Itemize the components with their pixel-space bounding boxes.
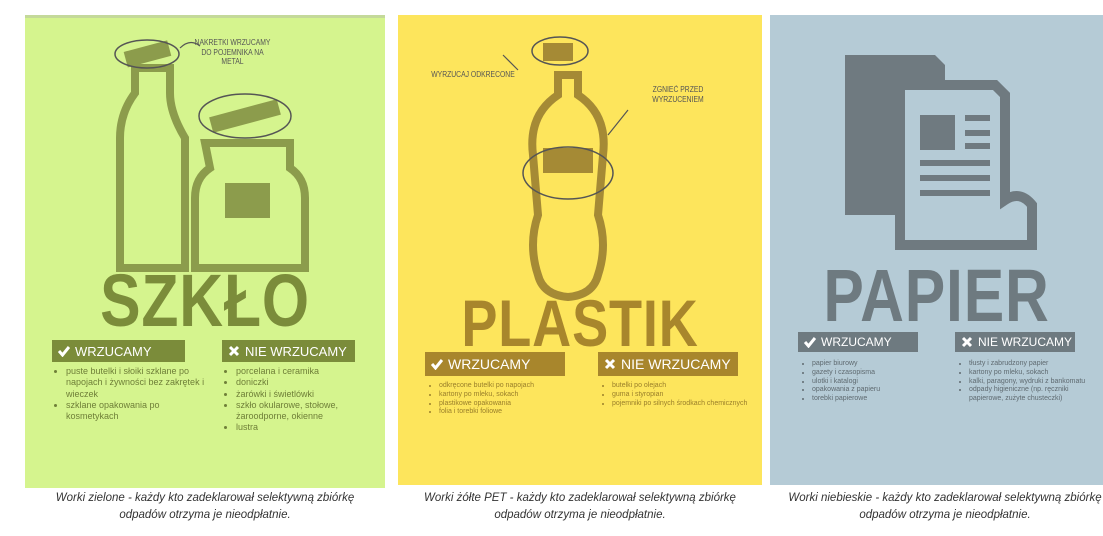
no-header: NIE WRZUCAMY xyxy=(955,332,1075,352)
list-item: odpady higieniczne (np. ręczniki papiero… xyxy=(969,386,1099,404)
list-item: szkło okularowe, stołowe, żaroodporne, o… xyxy=(236,400,381,423)
list-item: opakowania z papieru xyxy=(812,386,942,395)
list-item: kalki, paragony, wydruki z bankomatu xyxy=(969,378,1099,387)
header-text: WRZUCAMY xyxy=(75,344,152,359)
caption: Worki zielone - każdy kto zadeklarował s… xyxy=(40,490,370,523)
yes-header: WRZUCAMY xyxy=(798,332,918,352)
no-list: butelki po olejachguma i styropianpojemn… xyxy=(602,382,762,408)
list-item: kartony po mleku, sokach xyxy=(969,369,1099,378)
list-item: folia i torebki foliowe xyxy=(439,408,589,417)
yes-header: WRZUCAMY xyxy=(52,340,185,362)
header-text: NIE WRZUCAMY xyxy=(978,335,1072,349)
list-item: odkręcone butelki po napojach xyxy=(439,382,589,391)
caption: Worki żółte PET - każdy kto zadeklarował… xyxy=(410,490,750,523)
annotation: WYRZUCAJ ODKRECONE xyxy=(426,70,520,80)
list-item: guma i styropian xyxy=(612,391,762,400)
poster-title: PLASTIK xyxy=(431,285,729,361)
list-item: porcelana i ceramika xyxy=(236,366,381,377)
caption: Worki niebieskie - każdy kto zadeklarowa… xyxy=(780,490,1103,523)
poster-title: PAPIER xyxy=(800,253,1073,338)
poster-title: SZKŁO xyxy=(57,258,352,343)
list-item: puste butelki i słoiki szklane po napoja… xyxy=(66,366,211,400)
list-item: pojemniki po silnych środkach chemicznyc… xyxy=(612,400,762,409)
list-item: gazety i czasopisma xyxy=(812,369,942,378)
list-item: żarówki i świetlówki xyxy=(236,389,381,400)
list-item: torebki papierowe xyxy=(812,395,942,404)
yes-list: papier biurowygazety i czasopismaulotki … xyxy=(802,360,942,404)
header-text: NIE WRZUCAMY xyxy=(621,356,731,372)
no-list: porcelana i ceramikadoniczkiżarówki i św… xyxy=(226,366,381,434)
list-item: doniczki xyxy=(236,377,381,388)
list-item: kartony po mleku, sokach xyxy=(439,391,589,400)
plastic-panel: PLASTIK WYRZUCAJ ODKRECONE ZGNIEĆ PRZED WY… xyxy=(398,15,762,485)
cross-icon xyxy=(228,345,240,357)
list-item: papier biurowy xyxy=(812,360,942,369)
list-item: butelki po olejach xyxy=(612,382,762,391)
page: SZKŁO NAKRETKI WRZUCAMY DO POJEMNIKA NA M… xyxy=(0,0,1103,536)
check-icon xyxy=(804,336,816,348)
yes-list: puste butelki i słoiki szklane po napoja… xyxy=(56,366,211,422)
paper-illustration xyxy=(770,15,1103,485)
header-text: WRZUCAMY xyxy=(448,356,530,372)
yes-header: WRZUCAMY xyxy=(425,352,565,376)
annotation: NAKRETKI WRZUCAMY DO POJEMNIKA NA METAL xyxy=(192,38,273,67)
yes-list: odkręcone butelki po napojachkartony po … xyxy=(429,382,589,417)
list-item: ulotki i katalogi xyxy=(812,378,942,387)
header-text: WRZUCAMY xyxy=(821,335,892,349)
list-item: tłusty i zabrudzony papier xyxy=(969,360,1099,369)
cross-icon xyxy=(961,336,973,348)
list-item: szklane opakowania po kosmetykach xyxy=(66,400,211,423)
header-text: NIE WRZUCAMY xyxy=(245,344,347,359)
cross-icon xyxy=(604,358,616,370)
annotation: ZGNIEĆ PRZED WYRZUCENIEM xyxy=(640,85,717,104)
check-icon xyxy=(431,358,443,370)
no-header: NIE WRZUCAMY xyxy=(222,340,355,362)
no-list: tłusty i zabrudzony papierkartony po mle… xyxy=(959,360,1099,404)
no-header: NIE WRZUCAMY xyxy=(598,352,738,376)
check-icon xyxy=(58,345,70,357)
list-item: plastikowe opakowania xyxy=(439,400,589,409)
list-item: lustra xyxy=(236,422,381,433)
glass-panel: SZKŁO NAKRETKI WRZUCAMY DO POJEMNIKA NA M… xyxy=(25,15,385,488)
